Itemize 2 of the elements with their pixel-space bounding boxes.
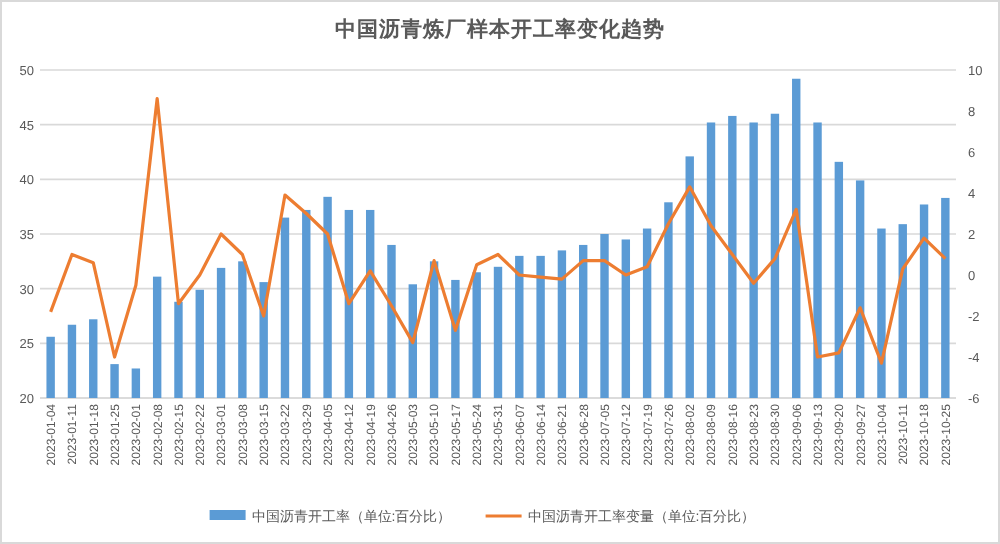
chart-title: 中国沥青炼厂样本开工率变化趋势 — [335, 16, 665, 42]
line-series — [49, 97, 947, 365]
